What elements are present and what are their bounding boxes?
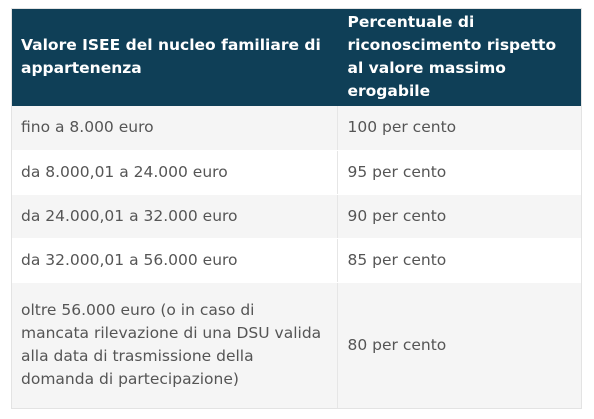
- table-row: da 8.000,01 a 24.000 euro 95 per cento: [11, 150, 582, 195]
- cell-percentage: 85 per cento: [336, 238, 582, 283]
- cell-isee-range: fino a 8.000 euro: [11, 106, 337, 151]
- cell-isee-range: da 32.000,01 a 56.000 euro: [11, 238, 337, 283]
- table-row: oltre 56.000 euro (o in caso di mancata …: [11, 282, 582, 409]
- cell-percentage: 80 per cento: [336, 282, 582, 409]
- table-row: fino a 8.000 euro 100 per cento: [11, 106, 582, 151]
- cell-percentage: 90 per cento: [336, 194, 582, 239]
- cell-isee-range: da 8.000,01 a 24.000 euro: [11, 150, 337, 195]
- cell-percentage: 95 per cento: [336, 150, 582, 195]
- table-header-row: Valore ISEE del nucleo familiare di appa…: [11, 8, 582, 106]
- header-percentage: Percentuale di riconoscimento rispetto a…: [336, 8, 582, 106]
- cell-isee-range: da 24.000,01 a 32.000 euro: [11, 194, 337, 239]
- cell-percentage: 100 per cento: [336, 106, 582, 151]
- isee-table-container: Valore ISEE del nucleo familiare di appa…: [11, 8, 582, 409]
- table-row: da 32.000,01 a 56.000 euro 85 per cento: [11, 238, 582, 283]
- cell-isee-range: oltre 56.000 euro (o in caso di mancata …: [11, 282, 337, 409]
- table-row: da 24.000,01 a 32.000 euro 90 per cento: [11, 194, 582, 239]
- header-isee-value: Valore ISEE del nucleo familiare di appa…: [11, 8, 337, 106]
- isee-percentage-table: Valore ISEE del nucleo familiare di appa…: [11, 8, 582, 409]
